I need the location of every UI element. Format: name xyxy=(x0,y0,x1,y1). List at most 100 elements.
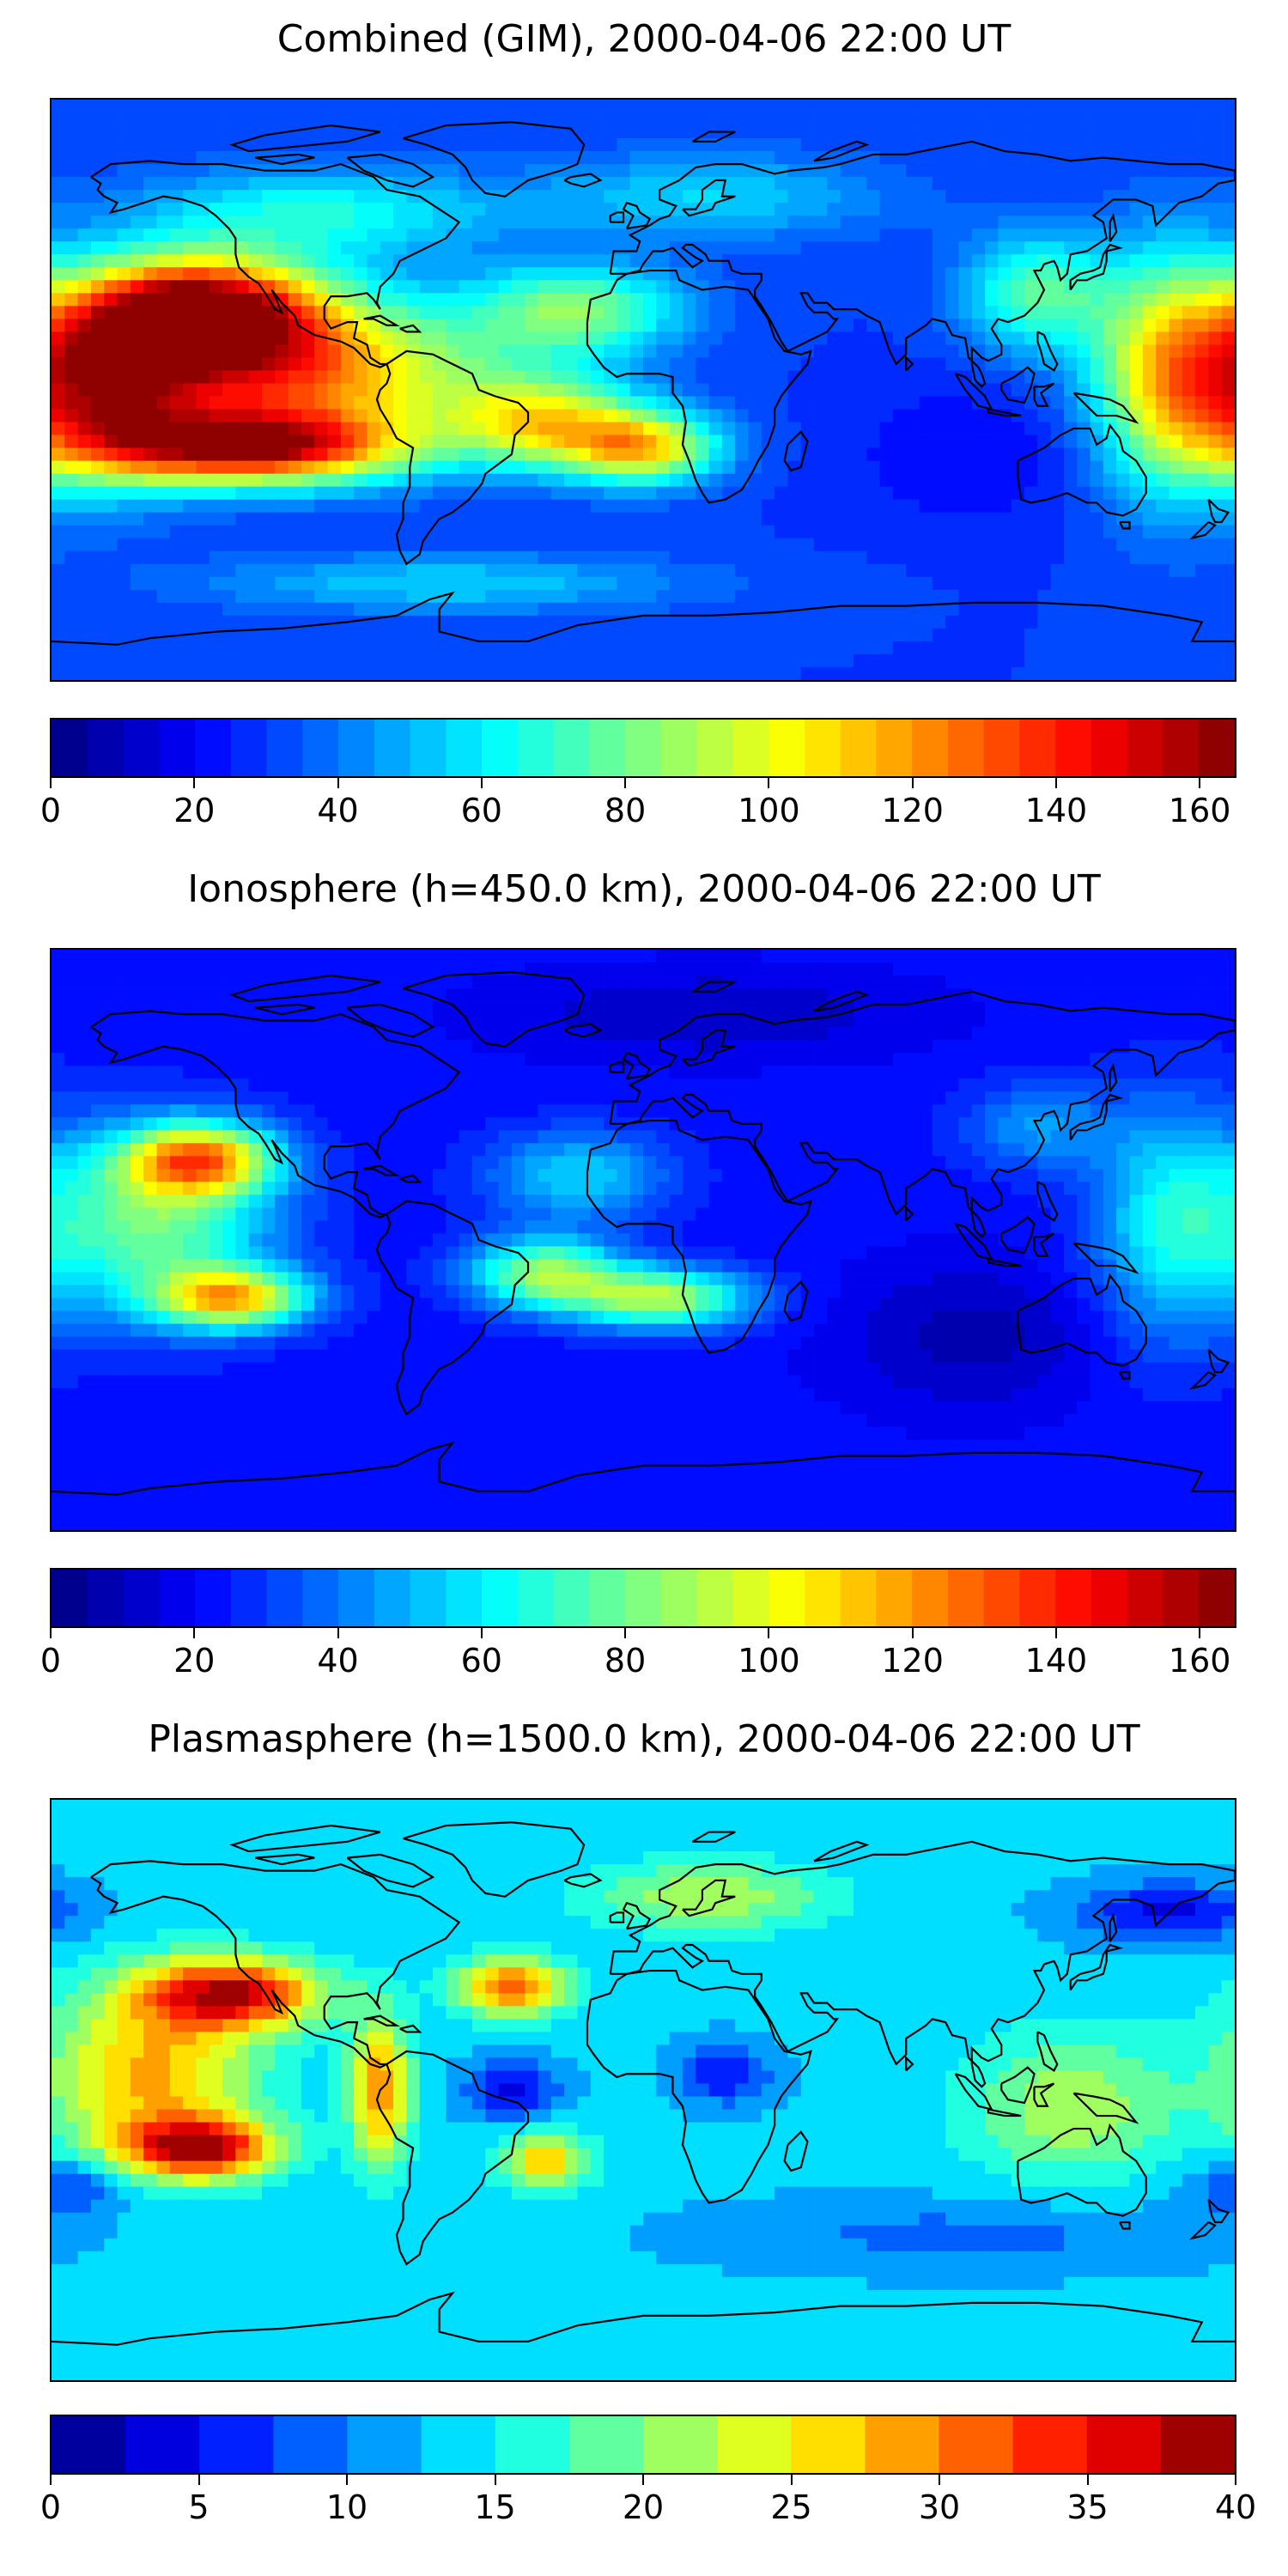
field-cell xyxy=(1011,1066,1025,1079)
field-cell xyxy=(1024,125,1038,139)
field-cell xyxy=(143,100,157,113)
field-cell xyxy=(906,177,920,191)
field-cell xyxy=(77,602,92,617)
field-cell xyxy=(787,216,802,229)
field-cell xyxy=(354,293,368,307)
field-cell xyxy=(354,203,368,216)
field-cell xyxy=(209,319,223,332)
field-cell xyxy=(419,357,434,371)
field-cell xyxy=(538,499,552,513)
field-cell xyxy=(104,331,118,345)
field-cell xyxy=(1090,241,1104,255)
field-cell xyxy=(1037,216,1052,229)
field-cell xyxy=(471,228,486,242)
field-cell xyxy=(498,950,513,963)
field-cell xyxy=(761,306,775,319)
field-cell xyxy=(406,563,421,578)
panel-2-map xyxy=(50,948,1236,1532)
field-cell xyxy=(156,203,171,216)
field-cell xyxy=(261,525,276,539)
field-cell xyxy=(696,641,709,655)
field-cell xyxy=(853,975,867,989)
field-cell xyxy=(682,319,696,332)
field-cell xyxy=(169,653,184,668)
field-cell xyxy=(183,1014,197,1028)
field-cell xyxy=(64,422,79,435)
field-cell xyxy=(90,1001,105,1015)
field-cell xyxy=(314,975,328,989)
field-cell xyxy=(419,422,434,435)
field-cell xyxy=(354,331,368,345)
field-cell xyxy=(761,950,775,963)
field-cell xyxy=(945,203,959,216)
field-cell xyxy=(459,138,473,152)
field-cell xyxy=(800,1053,815,1066)
field-cell xyxy=(525,460,538,475)
field-cell xyxy=(853,344,867,358)
field-cell xyxy=(419,280,434,294)
field-cell xyxy=(248,1053,263,1066)
field-cell xyxy=(130,988,144,1002)
field-cell xyxy=(629,306,644,319)
field-cell xyxy=(327,383,342,397)
field-cell xyxy=(1024,319,1038,332)
field-cell xyxy=(183,396,197,410)
field-cell xyxy=(340,653,355,668)
field-cell xyxy=(183,653,197,668)
field-cell xyxy=(550,1001,565,1015)
field-cell xyxy=(1129,100,1144,113)
field-cell xyxy=(525,125,538,139)
field-cell xyxy=(248,525,263,539)
field-cell xyxy=(446,190,460,204)
field-cell xyxy=(248,434,263,448)
field-cell xyxy=(130,576,144,591)
field-cell xyxy=(696,473,709,488)
field-cell xyxy=(104,975,118,989)
field-cell xyxy=(787,241,802,255)
field-cell xyxy=(1182,422,1196,435)
field-cell xyxy=(525,1014,538,1028)
field-cell xyxy=(1037,112,1052,126)
field-cell xyxy=(64,280,79,294)
field-cell xyxy=(471,125,486,139)
field-cell xyxy=(248,383,263,397)
field-cell xyxy=(104,988,118,1002)
colorbar-tick-label: 160 xyxy=(1168,792,1231,829)
field-cell xyxy=(1077,615,1091,629)
field-cell xyxy=(1129,538,1144,552)
field-cell xyxy=(800,525,815,539)
field-cell xyxy=(248,164,263,178)
field-cell xyxy=(275,190,289,204)
field-cell xyxy=(604,499,617,513)
field-cell xyxy=(629,125,644,139)
field-cell xyxy=(459,125,473,139)
field-cell xyxy=(958,112,973,126)
field-cell xyxy=(577,473,592,488)
field-cell xyxy=(1221,177,1235,191)
field-cell xyxy=(696,666,709,680)
field-cell xyxy=(1116,357,1130,371)
field-cell xyxy=(1142,538,1157,552)
field-cell xyxy=(800,370,815,384)
field-cell xyxy=(406,525,421,539)
field-cell xyxy=(354,486,368,501)
field-cell xyxy=(446,125,460,139)
field-cell xyxy=(735,1040,749,1054)
field-cell xyxy=(604,203,617,216)
field-cell xyxy=(183,473,197,488)
field-cell xyxy=(1024,628,1038,642)
field-cell xyxy=(748,641,762,655)
field-cell xyxy=(577,641,592,655)
field-cell xyxy=(104,628,118,642)
field-cell xyxy=(604,473,617,488)
field-cell xyxy=(485,138,499,152)
field-cell xyxy=(564,254,578,268)
field-cell xyxy=(1116,254,1130,268)
field-cell xyxy=(866,216,880,229)
field-cell xyxy=(892,293,907,307)
field-cell xyxy=(367,1053,381,1066)
field-cell xyxy=(117,628,131,642)
field-cell xyxy=(446,1053,460,1066)
field-cell xyxy=(958,550,973,565)
field-cell xyxy=(1050,1053,1065,1066)
